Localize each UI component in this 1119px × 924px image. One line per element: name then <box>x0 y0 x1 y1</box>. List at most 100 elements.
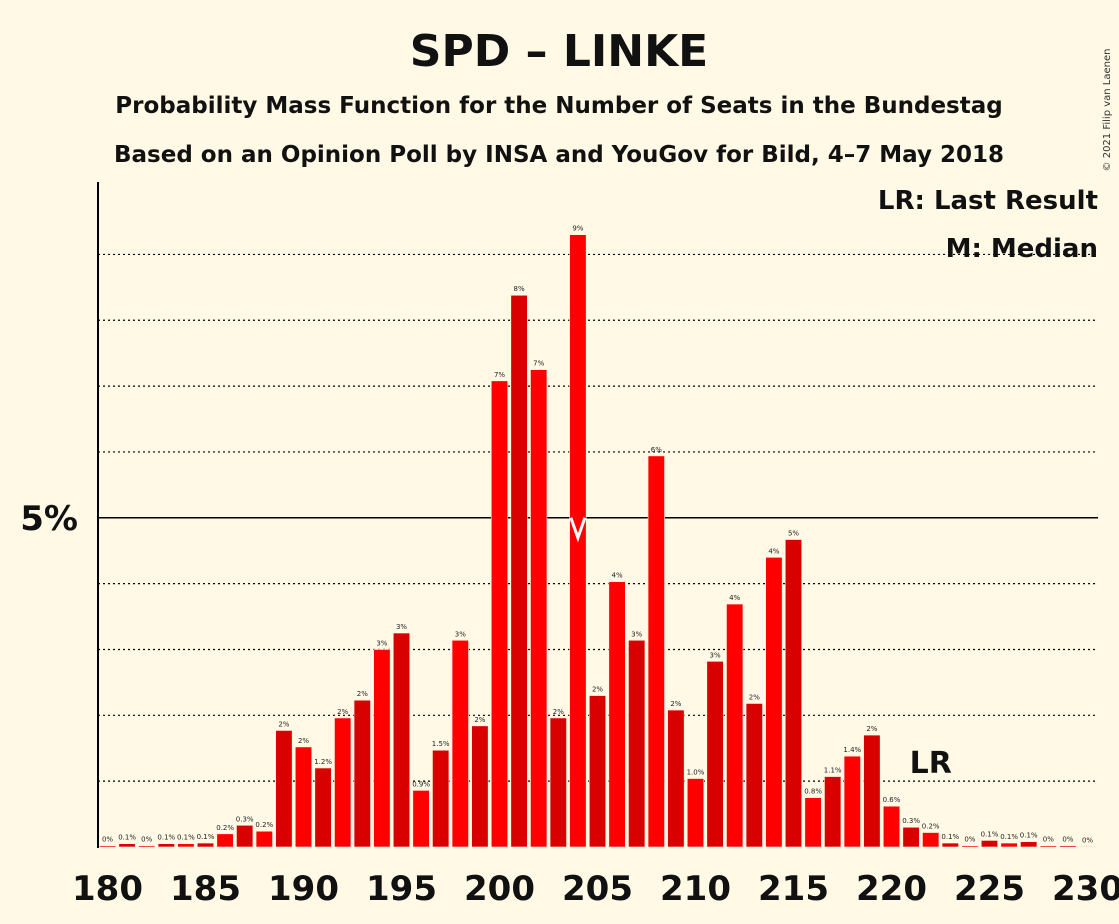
bar-label-198: 3% <box>455 630 466 638</box>
bar-215 <box>784 539 803 848</box>
bar-label-211: 3% <box>710 651 721 659</box>
copyright: © 2021 Filip van Laenen <box>1102 49 1113 172</box>
bar-label-203: 2% <box>553 708 564 716</box>
bar-202 <box>530 369 548 848</box>
bar-label-227: 0.1% <box>1020 832 1038 840</box>
bar-label-192: 2% <box>337 708 348 716</box>
x-tick-180: 180 <box>72 869 143 909</box>
bar-label-196: 0.9% <box>412 780 430 788</box>
bar-label-181: 0.1% <box>118 834 136 842</box>
bar-label-221: 0.3% <box>902 817 920 825</box>
bar-198 <box>451 639 469 848</box>
x-tick-215: 215 <box>758 869 829 909</box>
bar-label-190: 2% <box>298 737 309 745</box>
bar-226 <box>1000 842 1018 848</box>
chart-subtitle-1: Probability Mass Function for the Number… <box>115 93 1002 119</box>
bar-182 <box>138 845 156 848</box>
x-tick-205: 205 <box>562 869 633 909</box>
x-tick-200: 200 <box>464 869 535 909</box>
legend-median: M: Median <box>946 234 1098 264</box>
bar-label-228: 0% <box>1043 836 1054 844</box>
bar-221 <box>902 826 920 848</box>
bar-211 <box>706 661 724 848</box>
bar-label-184: 0.1% <box>177 834 195 842</box>
bar-195 <box>392 632 411 848</box>
bar-label-201: 8% <box>514 285 525 293</box>
bar-201 <box>510 294 528 848</box>
bar-199 <box>471 725 489 848</box>
chart-title: SPD – LINKE <box>410 26 708 77</box>
bar-label-224: 0% <box>964 836 975 844</box>
bar-200 <box>490 380 509 848</box>
bar-197 <box>432 749 450 848</box>
x-tick-220: 220 <box>856 869 927 909</box>
bar-label-226: 0.1% <box>1000 833 1018 841</box>
bar-label-214: 4% <box>768 547 779 555</box>
x-tick-labels: 180 185 190 195 200 205 210 215 220 225 230 <box>72 869 1119 909</box>
bar-label-225: 0.1% <box>981 830 999 838</box>
bar-label-187: 0.3% <box>236 815 254 823</box>
bar-192 <box>334 717 352 848</box>
bar-label-220: 0.6% <box>883 796 901 804</box>
bar-194 <box>373 649 391 848</box>
bar-label-193: 2% <box>357 690 368 698</box>
x-tick-210: 210 <box>660 869 731 909</box>
bar-209 <box>667 709 685 848</box>
bar-label-206: 4% <box>612 572 623 580</box>
bar-218 <box>843 755 861 848</box>
bar-214 <box>765 556 783 848</box>
bar-label-189: 2% <box>278 720 289 728</box>
median-marker-icon <box>569 517 587 543</box>
bar-181 <box>118 843 136 848</box>
bar-label-182: 0% <box>141 836 152 844</box>
bar-label-205: 2% <box>592 686 603 694</box>
bar-label-199: 2% <box>474 716 485 724</box>
bar-label-180: 0% <box>102 836 113 844</box>
bar-224 <box>961 845 979 848</box>
bar-185 <box>196 842 215 848</box>
bar-label-210: 1.0% <box>687 769 705 777</box>
bar-180 <box>98 845 117 848</box>
bar-188 <box>255 830 273 848</box>
legend-last-result: LR: Last Result <box>878 186 1098 216</box>
bar-227 <box>1020 841 1038 848</box>
bar-193 <box>353 699 371 848</box>
bar-label-229: 0% <box>1062 836 1073 844</box>
bar-207 <box>628 639 646 848</box>
bar-191 <box>314 767 332 848</box>
bar-230 <box>1078 846 1097 848</box>
last-result-label: LR <box>910 746 952 781</box>
bar-186 <box>216 833 234 848</box>
bar-label-197: 1.5% <box>432 740 450 748</box>
bar-216 <box>804 797 822 848</box>
bar-212 <box>726 603 744 848</box>
bar-label-212: 4% <box>729 594 740 602</box>
x-tick-190: 190 <box>268 869 339 909</box>
bar-225 <box>980 840 999 848</box>
bar-label-215: 5% <box>788 530 799 538</box>
bar-222 <box>922 832 940 848</box>
bar-229 <box>1059 845 1077 848</box>
bar-190 <box>294 746 313 848</box>
bar-label-208: 6% <box>651 446 662 454</box>
x-tick-185: 185 <box>170 869 241 909</box>
bar-217 <box>824 776 842 848</box>
bar-label-222: 0.2% <box>922 823 940 831</box>
bar-219 <box>863 734 881 848</box>
bar-label-219: 2% <box>866 725 877 733</box>
bar-220 <box>882 805 901 848</box>
bar-label-207: 3% <box>631 630 642 638</box>
x-tick-195: 195 <box>366 869 437 909</box>
x-tick-225: 225 <box>954 869 1025 909</box>
bar-228 <box>1039 845 1057 848</box>
bar-213 <box>745 703 763 848</box>
bar-label-195: 3% <box>396 623 407 631</box>
bar-label-218: 1.4% <box>843 746 861 754</box>
bar-184 <box>177 843 195 848</box>
bar-189 <box>275 730 293 848</box>
bar-187 <box>236 824 254 848</box>
bar-label-217: 1.1% <box>824 767 842 775</box>
bar-label-200: 7% <box>494 371 505 379</box>
bar-label-188: 0.2% <box>255 821 273 829</box>
